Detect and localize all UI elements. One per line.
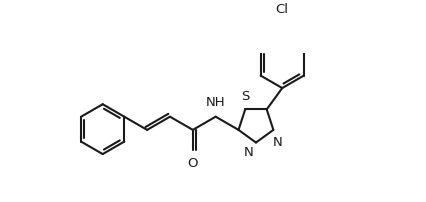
Text: O: O <box>187 157 198 170</box>
Text: N: N <box>273 136 283 149</box>
Text: NH: NH <box>206 96 225 109</box>
Text: N: N <box>244 146 253 159</box>
Text: Cl: Cl <box>276 3 289 16</box>
Text: S: S <box>241 90 249 103</box>
